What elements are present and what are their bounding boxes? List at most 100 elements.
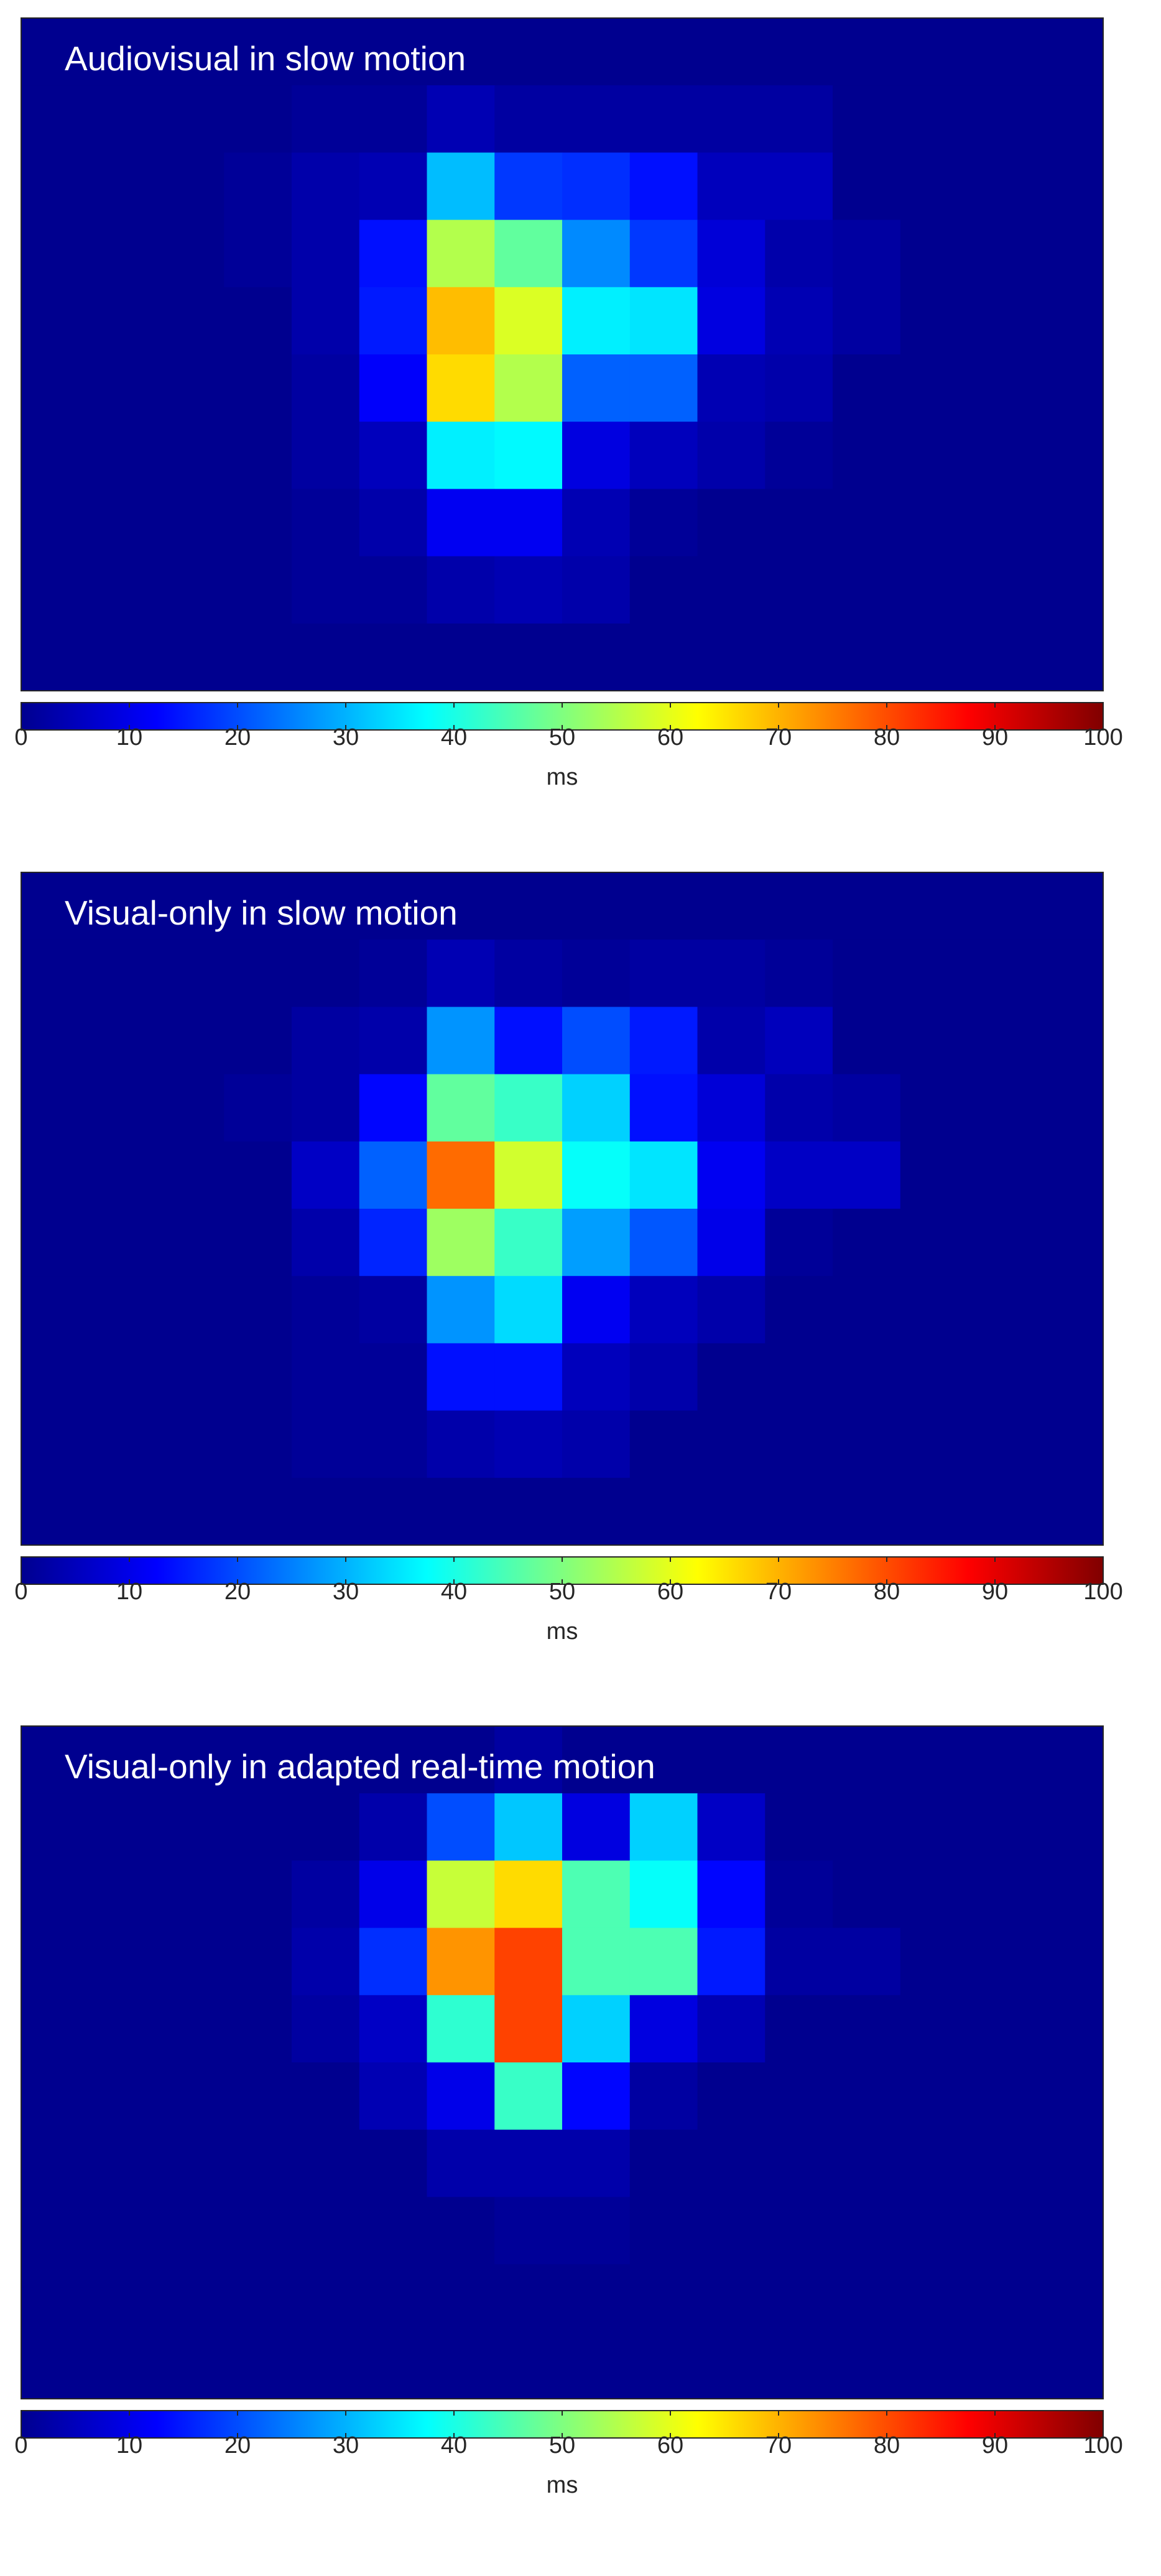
heatmap-cell xyxy=(765,1477,833,1546)
heatmap-cell xyxy=(494,2130,563,2197)
heatmap-cell xyxy=(224,939,292,1007)
heatmap-cell xyxy=(968,1141,1036,1209)
heatmap-cell xyxy=(88,1209,157,1276)
heatmap-cell xyxy=(562,1860,631,1929)
panel-title: Visual-only in adapted real-time motion xyxy=(65,1747,655,1786)
heatmap-cell xyxy=(900,2062,969,2130)
heatmap-cell xyxy=(359,152,428,221)
heatmap-cell xyxy=(629,1477,698,1546)
heatmap-cell xyxy=(765,2130,833,2197)
heatmap-cell xyxy=(292,1927,360,1996)
heatmap-cell xyxy=(427,2062,495,2130)
heatmap-cell xyxy=(292,1995,360,2063)
heatmap-cell xyxy=(629,1276,698,1344)
heatmap-cell xyxy=(292,287,360,355)
heatmap-cell xyxy=(88,1410,157,1479)
heatmap-cell xyxy=(562,1410,631,1479)
heatmap-cell xyxy=(359,1074,428,1142)
heatmap-cell xyxy=(21,2264,90,2332)
heatmap-cell xyxy=(968,219,1036,288)
heatmap-cell xyxy=(292,1141,360,1209)
heatmap-cell xyxy=(833,1726,901,1794)
colorbar-tick-label: 90 xyxy=(982,2432,1008,2458)
heatmap-cell xyxy=(88,489,157,557)
heatmap-cell xyxy=(562,1343,631,1411)
heatmap-cell xyxy=(494,489,563,557)
heatmap-cell xyxy=(833,556,901,624)
heatmap-cell xyxy=(697,1477,766,1546)
heatmap-cell xyxy=(427,1927,495,1996)
heatmap-cell xyxy=(494,2264,563,2332)
heatmap-cell xyxy=(156,1995,224,2063)
heatmap-cell xyxy=(629,1209,698,1276)
heatmap-cell xyxy=(697,1276,766,1344)
heatmap-cell xyxy=(292,1410,360,1479)
heatmap-cell xyxy=(88,1860,157,1929)
heatmap-cell xyxy=(292,1343,360,1411)
heatmap-cell xyxy=(1035,872,1104,940)
heatmap-cell xyxy=(968,1726,1036,1794)
heatmap-cell xyxy=(765,1927,833,1996)
heatmap-cell xyxy=(629,422,698,489)
heatmap-cell xyxy=(359,1793,428,1861)
heatmap-cell xyxy=(494,1141,563,1209)
heatmap-cell xyxy=(427,1726,495,1794)
heatmap-cell xyxy=(21,1995,90,2063)
heatmap-cell xyxy=(359,1209,428,1276)
heatmap-cell xyxy=(359,2130,428,2197)
heatmap-cell xyxy=(21,422,90,489)
heatmap-cell xyxy=(21,1141,90,1209)
heatmap-cell xyxy=(88,1007,157,1075)
heatmap-cell xyxy=(427,872,495,940)
heatmap-cell xyxy=(697,939,766,1007)
heatmap-cell xyxy=(833,2331,901,2399)
heatmap-cell xyxy=(629,152,698,221)
heatmap-cell xyxy=(900,1343,969,1411)
heatmap-cell xyxy=(156,939,224,1007)
heatmap-cell xyxy=(359,2331,428,2399)
heatmap-cell xyxy=(1035,219,1104,288)
heatmap-cell xyxy=(833,2264,901,2332)
heatmap-cell xyxy=(494,556,563,624)
heatmap-cell xyxy=(765,556,833,624)
heatmap-cell xyxy=(427,422,495,489)
heatmap-cell xyxy=(427,1141,495,1209)
heatmap-cell xyxy=(1035,1995,1104,2063)
heatmap-cell xyxy=(629,1007,698,1075)
colorbar-tick-label: 60 xyxy=(657,2432,683,2458)
heatmap-cell xyxy=(494,1726,563,1794)
heatmap-cell xyxy=(968,1477,1036,1546)
heatmap-cell xyxy=(494,623,563,691)
colorbar-tick-label: 0 xyxy=(14,2432,27,2458)
heatmap-cell xyxy=(156,1793,224,1861)
heatmap-cell xyxy=(224,1276,292,1344)
heatmap-cell xyxy=(629,18,698,86)
heatmap-cell xyxy=(359,85,428,153)
heatmap-cell xyxy=(88,2062,157,2130)
heatmap-cell xyxy=(88,872,157,940)
heatmap-cell xyxy=(562,939,631,1007)
heatmap-cell xyxy=(765,1007,833,1075)
heatmap-cell xyxy=(968,18,1036,86)
heatmap-cell xyxy=(156,2130,224,2197)
heatmap-cell xyxy=(427,1074,495,1142)
heatmap-cell xyxy=(156,2331,224,2399)
heatmap-cell xyxy=(224,219,292,288)
heatmap-cell xyxy=(156,556,224,624)
heatmap-cell xyxy=(156,1141,224,1209)
heatmap-cell xyxy=(224,152,292,221)
heatmap-cell xyxy=(833,2197,901,2265)
heatmap-cell xyxy=(697,422,766,489)
heatmap-cell xyxy=(21,1477,90,1546)
heatmap-cell xyxy=(427,1209,495,1276)
heatmap-cell xyxy=(21,623,90,691)
heatmap-cell xyxy=(562,1007,631,1075)
heatmap-cell xyxy=(224,2062,292,2130)
heatmap-cell xyxy=(21,556,90,624)
heatmap-cell xyxy=(629,1995,698,2063)
heatmap-cell xyxy=(562,872,631,940)
heatmap-cell xyxy=(292,489,360,557)
colorbar-tick-label: 0 xyxy=(14,1579,27,1605)
heatmap-cell xyxy=(968,1276,1036,1344)
